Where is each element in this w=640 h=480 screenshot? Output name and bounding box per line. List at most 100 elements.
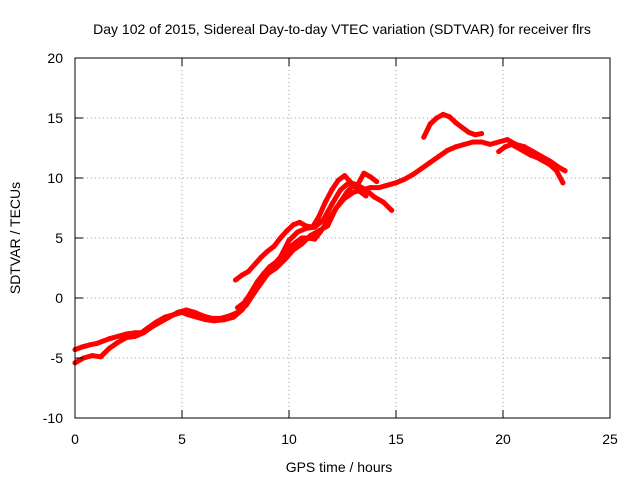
data-point: [453, 120, 459, 126]
data-point: [192, 309, 198, 315]
x-tick-label: 5: [178, 431, 186, 447]
data-point: [93, 341, 99, 347]
data-point: [470, 139, 476, 145]
data-point: [374, 179, 380, 185]
data-point: [106, 345, 112, 351]
data-point: [290, 247, 296, 253]
data-point: [367, 174, 373, 180]
data-point: [541, 158, 547, 164]
data-point: [292, 240, 298, 246]
data-point: [245, 269, 251, 275]
data-point: [258, 254, 264, 260]
data-point: [444, 147, 450, 153]
data-point: [363, 193, 369, 199]
data-point: [284, 228, 290, 234]
data-point: [305, 235, 311, 241]
data-point: [562, 168, 568, 174]
x-axis-label: GPS time / hours: [286, 459, 393, 475]
data-point: [89, 353, 95, 359]
x-tick-label: 0: [71, 431, 79, 447]
y-tick-label: 15: [47, 110, 63, 126]
data-point: [265, 248, 271, 254]
data-point: [106, 336, 112, 342]
y-tick-label: 5: [55, 230, 63, 246]
data-point: [337, 187, 343, 193]
data-point: [316, 213, 322, 219]
data-point: [303, 223, 309, 229]
data-point: [402, 176, 408, 182]
data-point: [299, 241, 305, 247]
data-point: [344, 189, 350, 195]
y-tick-label: -5: [51, 350, 64, 366]
ticks: [74, 57, 611, 419]
data-point: [318, 228, 324, 234]
data-point: [335, 177, 341, 183]
data-point: [200, 313, 206, 319]
data-point: [149, 324, 155, 330]
x-tick-label: 10: [281, 431, 297, 447]
data-point: [87, 342, 93, 348]
data-point: [421, 134, 427, 140]
data-point: [241, 300, 247, 306]
data-point: [515, 145, 521, 151]
data-point: [183, 307, 189, 313]
data-point: [440, 111, 446, 117]
data-point: [350, 189, 356, 195]
data-point: [280, 252, 286, 258]
y-tick-label: 10: [47, 170, 63, 186]
data-point: [472, 132, 478, 138]
data-point: [248, 290, 253, 296]
data-point: [459, 125, 465, 131]
data-point: [337, 199, 343, 205]
data-point: [361, 170, 367, 176]
y-tick-label: 0: [55, 290, 63, 306]
data-point: [235, 309, 241, 315]
data-point: [479, 139, 485, 145]
data-point: [453, 144, 459, 150]
data-point: [496, 149, 502, 155]
data-point: [554, 168, 559, 174]
data-point: [357, 188, 363, 194]
data-point: [233, 277, 238, 283]
series-line-track-e: [421, 111, 485, 140]
x-tick-label: 20: [495, 431, 511, 447]
data-point: [419, 165, 425, 171]
y-tick-label: 20: [47, 50, 63, 66]
data-point: [479, 131, 485, 137]
data-point: [322, 199, 328, 205]
data-point: [410, 171, 416, 177]
data-point: [299, 235, 305, 241]
data-point: [185, 312, 191, 318]
series-layer: [72, 111, 568, 366]
data-point: [286, 237, 292, 243]
data-point: [297, 219, 303, 225]
data-point: [350, 182, 356, 188]
data-point: [310, 224, 315, 230]
data-point: [98, 354, 104, 360]
data-point: [389, 207, 395, 213]
data-point: [534, 155, 540, 161]
data-point: [380, 199, 386, 205]
data-point: [100, 338, 106, 344]
data-point: [267, 264, 273, 270]
data-point: [123, 335, 129, 341]
grid: [75, 58, 610, 418]
data-point: [286, 245, 292, 251]
y-axis-label: SDTVAR / TECUs: [7, 182, 23, 294]
data-point: [115, 333, 121, 339]
data-point: [132, 333, 138, 339]
data-point: [502, 144, 508, 150]
data-point: [547, 162, 553, 168]
data-point: [141, 330, 146, 336]
data-point: [434, 115, 440, 121]
data-point: [447, 114, 452, 120]
data-point: [166, 314, 172, 320]
data-point: [560, 180, 566, 186]
data-point: [329, 201, 335, 207]
data-point: [175, 309, 181, 315]
data-point: [462, 141, 467, 147]
data-point: [487, 141, 493, 147]
data-point: [530, 149, 536, 155]
